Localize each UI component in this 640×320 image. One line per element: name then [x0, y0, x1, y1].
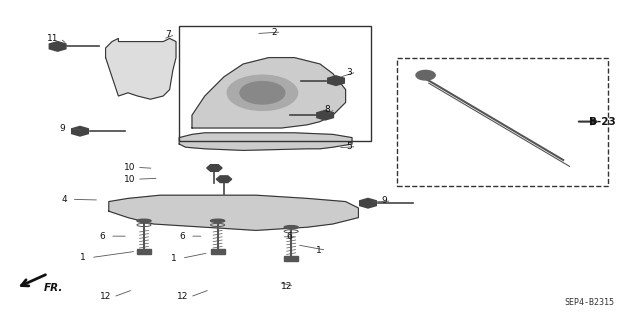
- Text: 6: 6: [287, 232, 292, 241]
- Circle shape: [227, 75, 298, 110]
- Polygon shape: [106, 38, 176, 99]
- Bar: [397, 58, 608, 186]
- Text: 9: 9: [381, 196, 387, 205]
- FancyBboxPatch shape: [137, 249, 151, 254]
- Text: 11: 11: [47, 34, 58, 43]
- Ellipse shape: [137, 219, 151, 222]
- Text: 10: 10: [124, 175, 135, 184]
- Polygon shape: [192, 58, 346, 128]
- Ellipse shape: [211, 219, 225, 222]
- Text: 6: 6: [100, 232, 105, 241]
- Text: FR.: FR.: [44, 283, 63, 292]
- Text: 4: 4: [61, 195, 67, 204]
- Circle shape: [240, 82, 285, 104]
- Text: B-23: B-23: [589, 116, 616, 127]
- Text: 12: 12: [177, 292, 188, 301]
- FancyBboxPatch shape: [211, 249, 225, 254]
- Bar: [179, 26, 371, 141]
- Ellipse shape: [284, 226, 298, 229]
- Text: 9: 9: [60, 124, 65, 133]
- Text: 6: 6: [180, 232, 185, 241]
- FancyBboxPatch shape: [284, 256, 298, 261]
- Text: 8: 8: [325, 105, 330, 114]
- Text: 5: 5: [346, 142, 351, 151]
- Text: 1: 1: [81, 253, 86, 262]
- Text: 1: 1: [172, 254, 177, 263]
- Text: SEP4-B2315: SEP4-B2315: [564, 298, 614, 307]
- Polygon shape: [109, 195, 358, 230]
- Text: 10: 10: [124, 163, 135, 172]
- Text: 12: 12: [281, 282, 292, 291]
- Circle shape: [416, 70, 435, 80]
- Text: 12: 12: [100, 292, 111, 301]
- Polygon shape: [179, 133, 352, 150]
- Text: 2: 2: [271, 28, 276, 36]
- Text: 1: 1: [316, 246, 321, 255]
- Text: 3: 3: [346, 68, 351, 76]
- Text: 7: 7: [165, 30, 170, 39]
